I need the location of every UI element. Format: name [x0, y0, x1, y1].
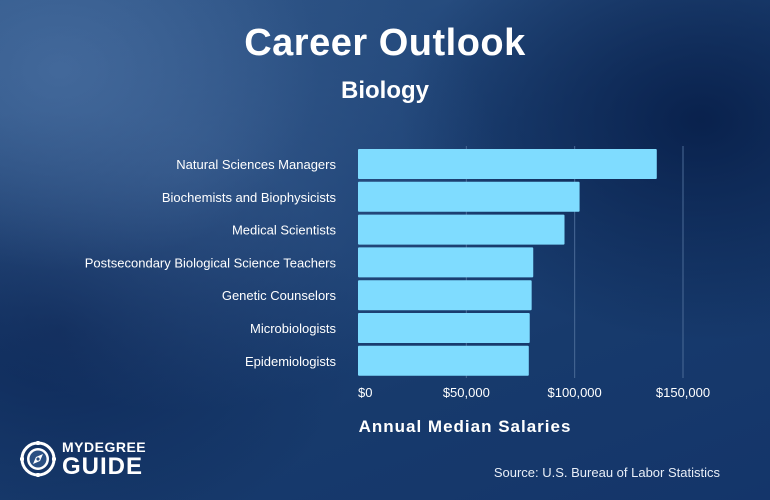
x-tick-label-3: $150,000	[656, 385, 710, 400]
category-label-7: Epidemiologists	[245, 354, 337, 369]
category-label-1: Natural Sciences Managers	[176, 157, 336, 172]
bar-3	[358, 214, 565, 245]
category-label-6: Microbiologists	[250, 321, 336, 336]
category-label-3: Medical Scientists	[232, 223, 337, 238]
category-label-5: Genetic Counselors	[222, 288, 337, 303]
chart-title: Career Outlook	[244, 22, 526, 64]
x-tick-label-0: $0	[358, 385, 372, 400]
x-tick-label-2: $100,000	[548, 385, 602, 400]
bar-1	[358, 149, 657, 179]
x-axis-label: Annual Median Salaries	[358, 417, 572, 436]
chart-subtitle: Biology	[341, 77, 429, 104]
bar-4	[358, 247, 534, 278]
x-tick-label-1: $50,000	[443, 385, 490, 400]
compass-icon	[20, 441, 56, 477]
bar-2	[358, 181, 580, 212]
logo-text-top: MYDEGREE	[62, 439, 147, 455]
category-label-2: Biochemists and Biophysicists	[162, 190, 337, 205]
bar-6	[358, 313, 530, 343]
source-note: Source: U.S. Bureau of Labor Statistics	[493, 465, 720, 480]
bar-5	[358, 280, 532, 311]
bar-7	[358, 345, 529, 376]
logo-text-bottom: GUIDE	[62, 453, 144, 480]
category-label-4: Postsecondary Biological Science Teacher…	[85, 255, 337, 270]
